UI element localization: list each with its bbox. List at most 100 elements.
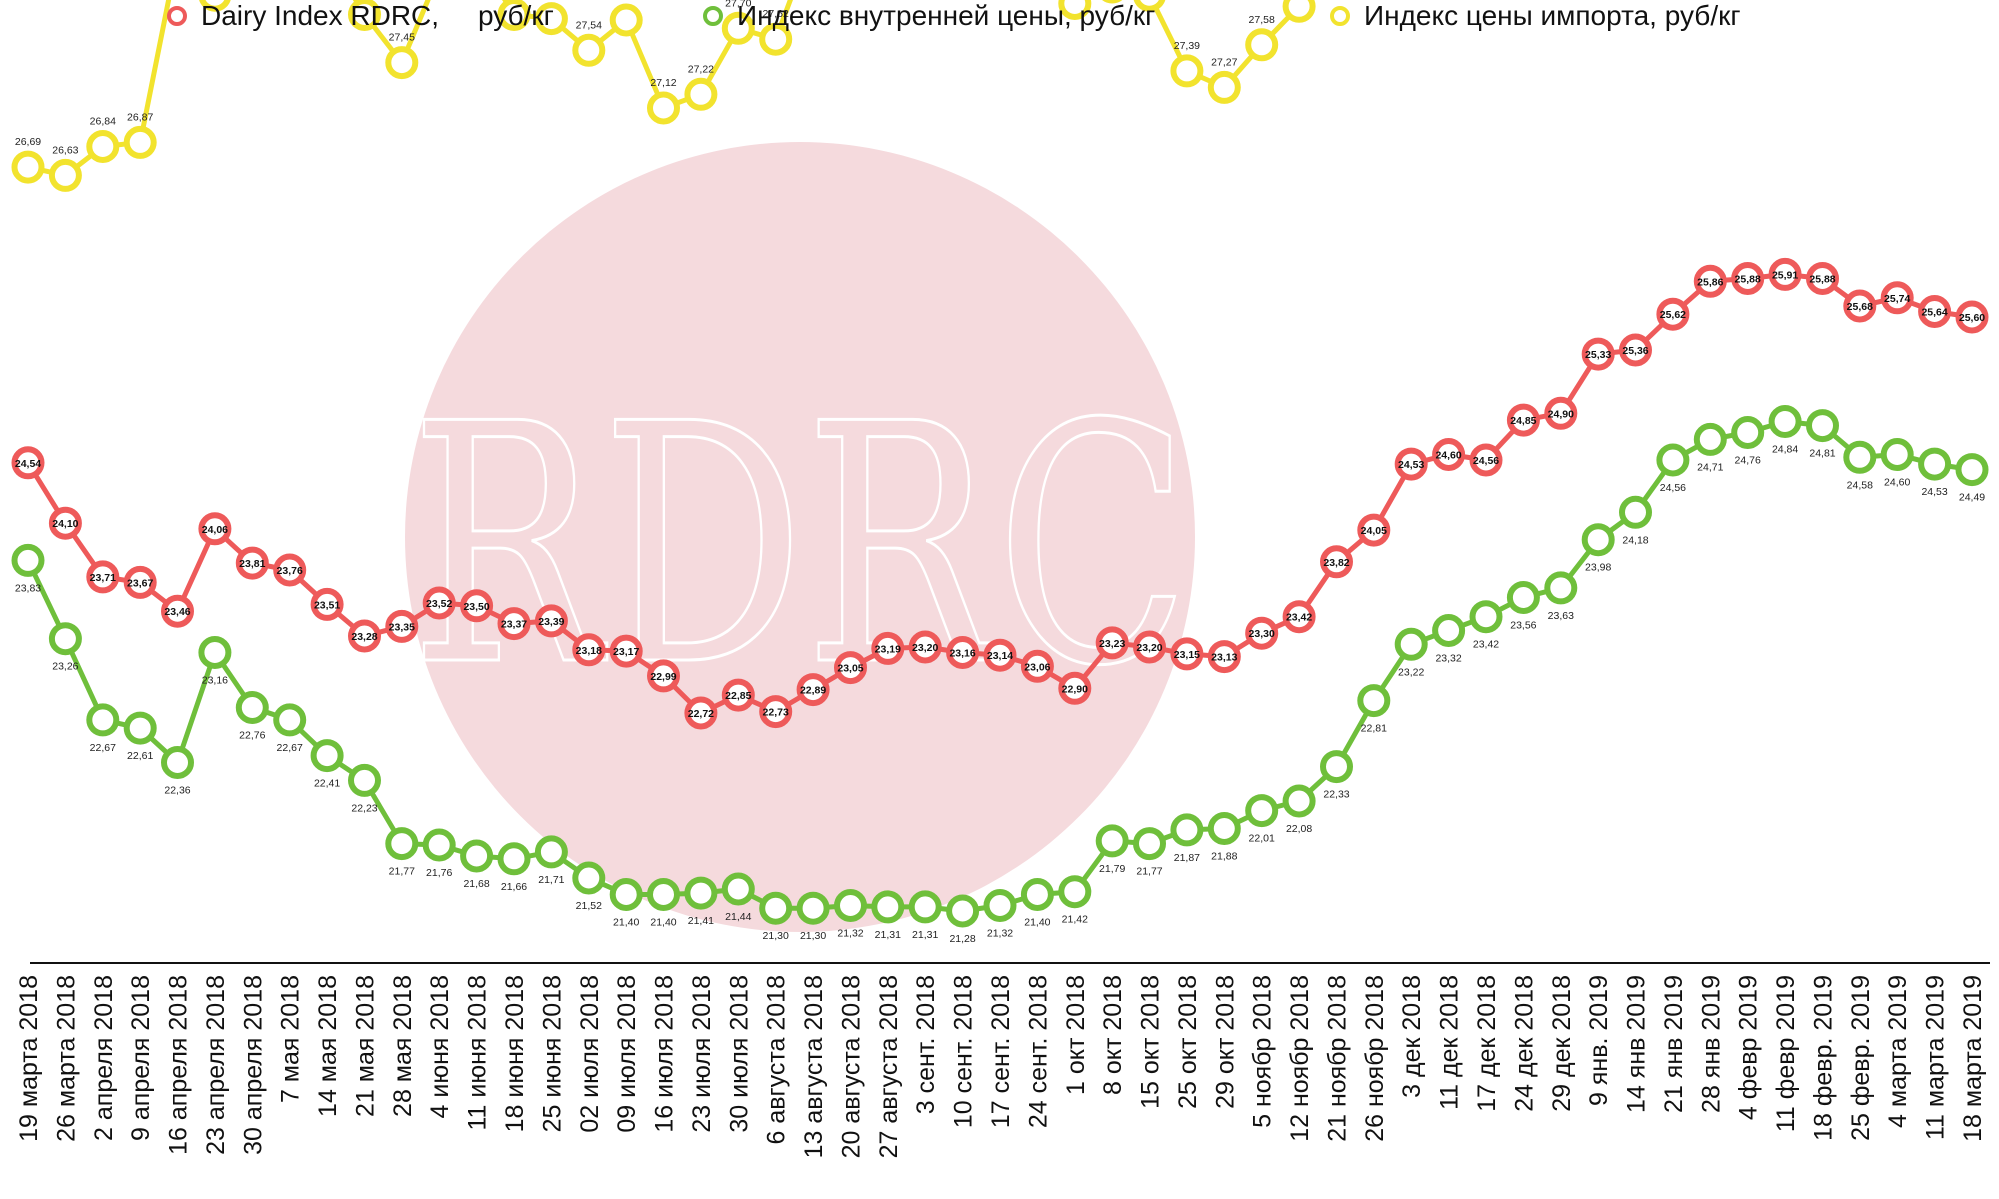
data-label: 23,52 [426,598,452,610]
data-point [534,2,568,36]
data-label: 24,85 [1510,415,1536,427]
data-label: 21,32 [837,928,863,940]
data-point [1357,684,1391,718]
data-label: 21,44 [725,911,751,923]
data-label: 23,32 [1435,653,1461,665]
data-point [1955,453,1989,487]
data-point [759,22,793,56]
data-point [48,622,82,656]
data-point [497,842,531,876]
data-label: 21,30 [763,930,789,942]
data-label: 24,53 [1921,486,1947,498]
data-label: 23,81 [239,558,265,570]
data-label: 24,06 [202,524,228,536]
data-label: 21,40 [650,917,676,929]
x-tick-label: 18 февр. 2019 [1810,975,1838,1141]
data-point [1245,28,1279,62]
data-point [161,746,194,779]
data-point [11,150,45,184]
data-point [123,565,157,599]
data-label: 25,36 [1622,345,1648,357]
data-point [123,125,157,159]
x-tick-label: 28 мая 2018 [389,975,417,1117]
data-point [1394,627,1428,661]
legend-label: Dairy Index RDRC, руб/кг [201,0,554,31]
legend-marker-icon [1330,6,1350,26]
data-label: 21,40 [613,917,639,929]
x-tick-label: 13 августа 2018 [800,975,828,1158]
data-point [759,695,793,729]
data-label: 24,18 [1622,534,1648,546]
data-label: 23,37 [501,619,527,631]
data-label: 23,83 [15,582,41,594]
data-label: 25,68 [1847,301,1873,313]
data-label: 23,20 [1136,642,1162,654]
data-label: 23,19 [875,643,901,655]
data-label: 24,90 [1548,408,1574,420]
data-point [86,703,120,737]
data-label: 21,68 [463,878,489,890]
data-label: 21,87 [1174,852,1200,864]
data-point [721,11,755,45]
data-point [1207,812,1241,845]
data-label: 24,81 [1809,448,1835,460]
data-label: 24,54 [15,458,41,470]
data-label: 23,26 [52,661,78,673]
data-point [1432,438,1466,471]
data-label: 23,23 [1099,638,1125,650]
data-point [1843,289,1877,323]
data-label: 21,52 [576,900,602,912]
series-0: 24,54 24,10 23,71 23,67 23,46 24,06 23,81 23,76… [11,257,1989,730]
data-label: 23,42 [1473,639,1499,651]
data-label: 25,91 [1772,269,1798,281]
data-label: 21,42 [1062,914,1088,926]
data-point [684,696,718,730]
x-tick-label: 17 дек 2018 [1473,975,1501,1112]
data-point [946,636,980,669]
data-point [572,33,606,67]
data-label: 24,05 [1361,525,1387,537]
data-label: 23,15 [1174,649,1200,661]
data-label: 22,67 [277,742,303,754]
legend: Dairy Index RDRC, руб/кг Индекс внутренн… [0,0,1999,40]
data-point [422,828,456,862]
data-point [273,553,307,587]
series-1: 23,83 23,26 22,67 22,61 22,36 23,16 22,76 22,67… [11,405,1989,945]
data-label: 23,17 [613,646,639,658]
data-label: 23,16 [949,648,975,660]
data-label: 23,67 [127,577,153,589]
data-label: 24,60 [1884,477,1910,489]
x-tick-label: 11 февр 2019 [1772,975,1800,1132]
data-label: 25,64 [1921,307,1947,319]
data-point [1806,409,1839,443]
data-point [235,546,269,580]
x-tick-label: 18 июня 2018 [501,975,529,1132]
data-label: 23,14 [987,650,1013,662]
data-point [1581,337,1615,371]
x-tick-label: 16 апреля 2018 [165,975,193,1155]
x-tick-label: 7 мая 2018 [277,975,305,1103]
data-label: 23,06 [1024,661,1050,673]
data-label: 22,01 [1249,833,1275,845]
x-tick-label: 16 июля 2018 [651,975,679,1133]
data-point [1731,262,1765,295]
data-point [198,512,232,546]
data-point [1245,616,1279,650]
data-label: 22,72 [688,708,714,720]
data-point [310,587,344,621]
data-label: 27,45 [389,32,415,44]
data-label: 23,56 [1510,620,1536,632]
data-label: 24,53 [1398,459,1424,471]
data-point [1170,54,1204,88]
data-label: 23,39 [538,616,564,628]
data-point [609,3,643,37]
data-label: 23,30 [1249,628,1275,640]
data-point [1955,300,1989,334]
data-point [1432,614,1466,647]
x-tick-label: 2 апреля 2018 [90,975,118,1141]
data-point [1282,0,1316,23]
data-label: 21,76 [426,867,452,879]
data-point [609,634,643,668]
data-point [48,506,82,540]
x-tick-label: 19 марта 2018 [15,975,43,1142]
